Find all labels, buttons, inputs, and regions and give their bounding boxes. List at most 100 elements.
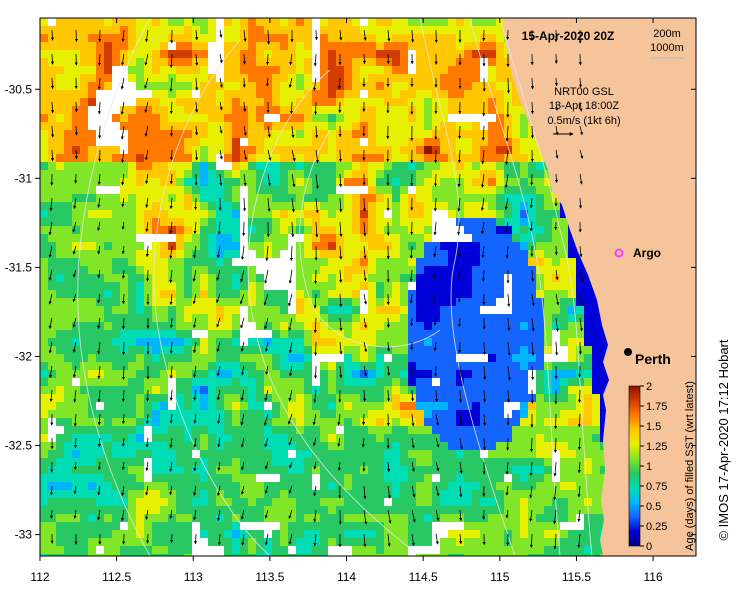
- sst-cell: [328, 266, 336, 274]
- sst-cell: [256, 42, 264, 50]
- sst-cell: [112, 186, 120, 194]
- sst-cell: [496, 242, 504, 250]
- sst-cell: [512, 250, 520, 258]
- sst-cell: [184, 202, 192, 210]
- sst-cell: [248, 434, 256, 442]
- sst-cell: [328, 90, 336, 98]
- sst-cell: [464, 450, 472, 458]
- sst-cell: [328, 82, 336, 90]
- sst-cell: [360, 354, 368, 362]
- sst-cell: [376, 298, 384, 306]
- sst-cell: [424, 362, 432, 370]
- sst-cell: [472, 410, 480, 418]
- sst-cell: [192, 426, 200, 434]
- sst-cell: [176, 146, 184, 154]
- sst-cell: [560, 210, 568, 218]
- sst-cell: [528, 234, 536, 242]
- sst-cell: [128, 66, 136, 74]
- sst-cell: [288, 202, 296, 210]
- sst-cell: [512, 354, 520, 362]
- sst-cell: [72, 394, 80, 402]
- sst-cell: [80, 482, 88, 490]
- sst-cell: [176, 162, 184, 170]
- sst-cell: [80, 474, 88, 482]
- sst-cell: [184, 226, 192, 234]
- sst-cell: [312, 378, 320, 386]
- sst-cell: [168, 202, 176, 210]
- sst-cell: [504, 202, 512, 210]
- sst-cell: [160, 338, 168, 346]
- sst-cell: [488, 170, 496, 178]
- sst-cell: [456, 162, 464, 170]
- sst-cell: [120, 210, 128, 218]
- sst-cell: [320, 34, 328, 42]
- sst-cell: [264, 354, 272, 362]
- sst-cell: [64, 450, 72, 458]
- sst-cell: [72, 418, 80, 426]
- sst-cell: [512, 290, 520, 298]
- sst-cell: [392, 34, 400, 42]
- sst-cell: [472, 202, 480, 210]
- sst-cell: [432, 282, 440, 290]
- sst-cell: [520, 210, 528, 218]
- sst-cell: [128, 458, 136, 466]
- sst-cell: [544, 434, 552, 442]
- sst-cell: [360, 250, 368, 258]
- sst-cell: [456, 466, 464, 474]
- sst-cell: [376, 242, 384, 250]
- sst-cell: [176, 138, 184, 146]
- sst-cell: [88, 466, 96, 474]
- sst-cell: [168, 258, 176, 266]
- sst-cell: [528, 466, 536, 474]
- sst-cell: [64, 426, 72, 434]
- sst-cell: [464, 346, 472, 354]
- sst-cell: [352, 298, 360, 306]
- sst-cell: [144, 354, 152, 362]
- sst-cell: [464, 74, 472, 82]
- sst-cell: [160, 74, 168, 82]
- sst-cell: [104, 170, 112, 178]
- sst-cell: [464, 298, 472, 306]
- sst-cell: [192, 298, 200, 306]
- sst-cell: [128, 218, 136, 226]
- sst-cell: [288, 234, 296, 242]
- sst-cell: [40, 290, 48, 298]
- sst-cell: [256, 386, 264, 394]
- sst-cell: [136, 250, 144, 258]
- sst-cell: [352, 450, 360, 458]
- sst-cell: [248, 490, 256, 498]
- sst-cell: [112, 178, 120, 186]
- sst-cell: [224, 386, 232, 394]
- sst-cell: [448, 186, 456, 194]
- sst-cell: [296, 34, 304, 42]
- sst-cell: [472, 266, 480, 274]
- sst-cell: [120, 418, 128, 426]
- sst-cell: [232, 298, 240, 306]
- sst-cell: [80, 250, 88, 258]
- sst-cell: [112, 370, 120, 378]
- sst-cell: [176, 314, 184, 322]
- sst-cell: [384, 394, 392, 402]
- sst-cell: [408, 210, 416, 218]
- sst-cell: [96, 162, 104, 170]
- sst-cell: [592, 370, 600, 378]
- sst-cell: [512, 90, 520, 98]
- sst-cell: [328, 106, 336, 114]
- sst-cell: [192, 330, 200, 338]
- sst-cell: [568, 394, 576, 402]
- sst-cell: [40, 330, 48, 338]
- sst-cell: [432, 418, 440, 426]
- sst-cell: [336, 322, 344, 330]
- sst-cell: [48, 498, 56, 506]
- sst-cell: [184, 114, 192, 122]
- sst-cell: [248, 442, 256, 450]
- sst-cell: [64, 482, 72, 490]
- sst-cell: [536, 290, 544, 298]
- sst-cell: [56, 202, 64, 210]
- sst-cell: [480, 402, 488, 410]
- sst-cell: [416, 218, 424, 226]
- sst-cell: [152, 498, 160, 506]
- sst-cell: [600, 346, 608, 354]
- sst-cell: [272, 378, 280, 386]
- sst-cell: [136, 42, 144, 50]
